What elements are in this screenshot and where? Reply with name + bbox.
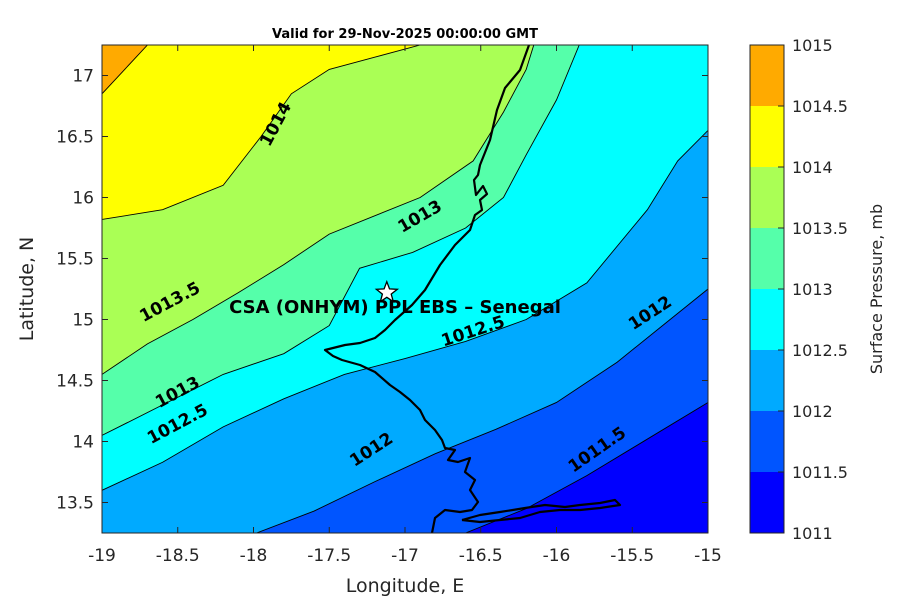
y-tick-label: 14 [72, 433, 94, 453]
x-axis-ticks: -19 -18.5 -18 -17.5 -17 -16.5 -16 -15.5 -15 [88, 45, 722, 566]
colorbar-band-1014.5 [750, 45, 784, 106]
colorbar-band-1014 [750, 106, 784, 167]
contour-line-1013.5 [102, 45, 535, 375]
x-tick-label: -17.5 [307, 546, 351, 566]
colorbar-label: Surface Pressure, mb [867, 204, 886, 374]
x-axis-label: Longitude, E [346, 575, 465, 597]
x-tick-label: -16.5 [459, 546, 503, 566]
river-gambia-path [461, 498, 622, 524]
colorbar-tick-label: 1013.5 [792, 219, 848, 238]
x-tick-label: -17 [391, 546, 419, 566]
y-axis-label: Latitude, N [16, 237, 38, 342]
x-tick-label: -19 [88, 546, 116, 566]
x-tick-label: -18 [240, 546, 268, 566]
x-tick-label: -15.5 [610, 546, 654, 566]
y-tick-label: 15.5 [56, 250, 94, 270]
x-tick-label: -16 [543, 546, 571, 566]
map-title: Valid for 29-Nov-2025 00:00:00 GMT [272, 27, 538, 42]
colorbar-band-1012.5 [750, 289, 784, 350]
contour-line-1014.5 [102, 45, 148, 95]
map-plot-area: 1011.5101210121012.51012.5101310131013.5… [102, 45, 708, 533]
fill-band-1014 [102, 45, 421, 220]
y-tick-label: 13.5 [56, 494, 94, 514]
y-tick-label: 15 [72, 311, 94, 331]
colorbar-tick-label: 1012.5 [792, 341, 848, 360]
colorbar-band-1011.5 [750, 411, 784, 472]
colorbar-tick-label: 1011 [792, 524, 833, 543]
star-icon [374, 279, 400, 304]
y-tick-label: 17 [72, 67, 94, 87]
contour-line-1014 [102, 45, 421, 220]
y-axis-ticks: 13.5 14 14.5 15 15.5 16 16.5 17 [56, 67, 708, 514]
contour-line-1011.5 [465, 402, 708, 533]
contour-fills [102, 45, 708, 533]
site-label: CSA (ONHYM) PPL EBS – Senegal [229, 297, 561, 318]
colorbar-tick-label: 1015 [792, 36, 833, 55]
site-marker [374, 279, 400, 304]
x-tick-label: -15 [694, 546, 722, 566]
colorbar-tick-label: 1011.5 [792, 463, 848, 482]
y-tick-label: 16.5 [56, 128, 94, 148]
coastline [323, 45, 622, 533]
colorbar: 1011 1011.5 1012 1012.5 1013 1013.5 1014 1014.5… [749, 36, 848, 543]
colorbar-band-1013.5 [750, 167, 784, 228]
y-tick-label: 14.5 [56, 372, 94, 392]
coastline-path [323, 45, 531, 533]
x-tick-label: -18.5 [156, 546, 200, 566]
y-tick-label: 16 [72, 189, 94, 209]
contour-line-1012 [256, 288, 708, 533]
colorbar-tick-label: 1014.5 [792, 97, 848, 116]
contour-line-1012.5 [102, 130, 708, 491]
colorbar-band-1012 [750, 350, 784, 411]
colorbar-tick-label: 1014 [792, 158, 833, 177]
contour-line-1013 [102, 45, 580, 436]
colorbar-tick-label: 1013 [792, 280, 833, 299]
colorbar-tick-label: 1012 [792, 402, 833, 421]
colorbar-band-1013 [750, 228, 784, 289]
colorbar-band-1011 [750, 472, 784, 533]
